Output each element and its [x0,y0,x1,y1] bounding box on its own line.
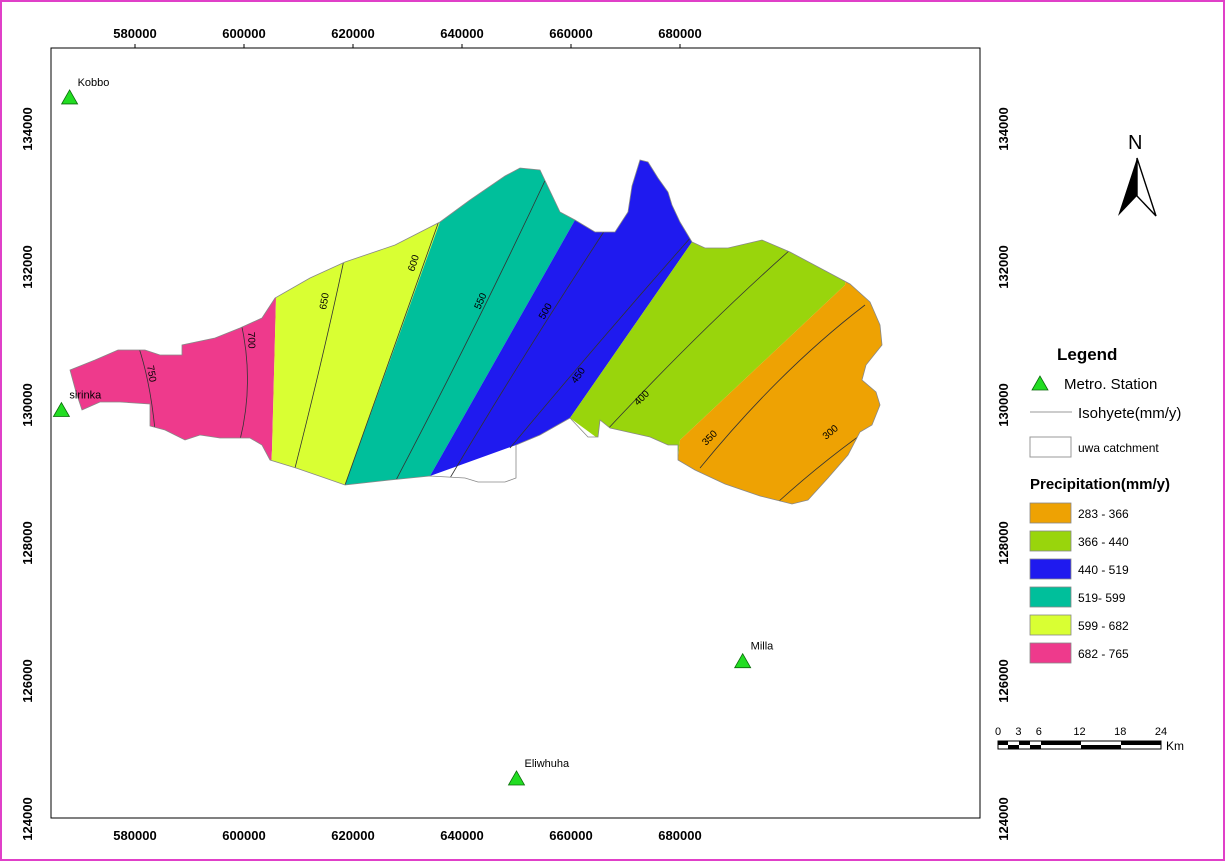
y-tick-label-left: 126000 [20,659,35,702]
legend-item-label: 682 - 765 [1078,647,1129,661]
legend-swatch [1029,530,1072,552]
y-tick-label-right: 128000 [996,521,1011,564]
y-tick-label-left: 134000 [20,107,35,150]
x-tick-label-top: 640000 [440,26,483,41]
legend-title: Legend [1057,345,1117,364]
y-tick-label-right: 134000 [996,107,1011,150]
station-label: Kobbo [78,77,110,89]
scale-tick-label: 12 [1073,726,1085,738]
legend-catchment-label: uwa catchment [1078,441,1159,455]
station-kobbo: Kobbo [60,77,110,105]
zone-519-599 [345,160,575,485]
legend-swatch [1029,614,1072,636]
y-tick-label-left: 124000 [20,797,35,840]
y-tick-label-right: 124000 [996,797,1011,840]
north-arrow-right [1136,157,1157,217]
isohyet-label: 700 [245,332,257,349]
legend-item-label: 283 - 366 [1078,507,1129,521]
station-label: sirinka [69,390,102,402]
station-milla: Milla [733,641,774,669]
isohyet-600 [344,217,441,486]
legend-item: 283 - 366 [1029,502,1129,524]
legend-swatch [1029,558,1072,580]
legend-item-label: 519- 599 [1078,591,1126,605]
station-label: Milla [751,641,774,653]
legend-item: 366 - 440 [1029,530,1129,552]
legend-item: 682 - 765 [1029,642,1129,664]
y-tick-label-right: 126000 [996,659,1011,702]
x-tick-label-bottom: 600000 [222,828,265,843]
station-triangle-icon [60,89,79,105]
x-tick-label-bottom: 580000 [113,828,156,843]
legend-swatch [1029,586,1072,608]
legend-item: 440 - 519 [1029,558,1129,580]
station-triangle-icon [733,652,752,669]
legend-isohyete-label: Isohyete(mm/y) [1078,405,1181,422]
isohyet-label: 600 [406,253,422,273]
y-tick-label-right: 132000 [996,245,1011,288]
scale-tick-label: 0 [995,726,1001,738]
scale-tick-label: 18 [1114,726,1126,738]
legend-item: 519- 599 [1029,586,1126,608]
isohyet-350 [699,304,866,469]
station-layer: Kobbo sirinka Milla Eliwhuha [52,77,774,786]
isohyet-label: 650 [318,292,332,311]
legend: Legend Metro. Station Isohyete(mm/y) uwa… [1029,345,1181,664]
x-ticks-top: 580000 600000 620000 640000 660000 680000 [113,26,702,48]
y-ticks-right: 124000 126000 128000 130000 132000 134000 [996,107,1011,840]
scale-unit: Km [1166,739,1184,753]
x-tick-label-bottom: 620000 [331,828,374,843]
x-tick-label-bottom: 640000 [440,828,483,843]
scale-tick-label: 24 [1155,726,1167,738]
scale-bar-blocks [997,740,1162,750]
x-tick-label-bottom: 660000 [549,828,592,843]
legend-catchment-swatch [1029,436,1072,458]
y-tick-label-right: 130000 [996,383,1011,426]
north-arrow-icon: N [1118,132,1157,217]
scale-tick-label: 6 [1036,726,1042,738]
legend-item-label: 440 - 519 [1078,563,1129,577]
station-triangle-icon [507,770,526,786]
x-tick-label-top: 580000 [113,26,156,41]
legend-precip-title: Precipitation(mm/y) [1030,476,1170,493]
legend-swatch [1029,502,1072,524]
north-arrow-left [1118,158,1137,216]
legend-item-label: 366 - 440 [1078,535,1129,549]
isohyet-650 [294,254,346,469]
legend-swatch [1029,642,1072,664]
isohyet-label: 750 [144,365,158,384]
y-ticks-left: 124000 126000 128000 130000 132000 134000 [20,107,35,840]
legend-precip-items: 283 - 366 366 - 440 440 - 519 519- 599 599 -… [1029,502,1129,664]
x-tick-label-top: 660000 [549,26,592,41]
x-tick-label-bottom: 680000 [658,828,701,843]
isohyet-700 [239,317,248,441]
isohyet-750 [137,344,156,431]
station-sirinka: sirinka [52,390,102,417]
legend-station-label: Metro. Station [1064,376,1157,393]
legend-item-label: 599 - 682 [1078,619,1129,633]
north-label: N [1128,132,1142,154]
x-tick-label-top: 680000 [658,26,701,41]
zone-283-366 [678,160,882,504]
scale-bar: 0 3 6 12 18 24 Km [995,726,1184,753]
x-ticks-bottom: 580000 600000 620000 640000 660000 680000 [113,828,701,843]
isohyet-450 [509,235,693,449]
isohyet-500 [449,229,606,479]
y-tick-label-left: 132000 [20,245,35,288]
legend-station-icon [1031,375,1049,391]
isohyet-550 [394,169,551,483]
scale-ticks: 0 3 6 12 18 24 [995,726,1167,738]
y-tick-label-left: 130000 [20,383,35,426]
legend-item: 599 - 682 [1029,614,1129,636]
x-tick-label-top: 620000 [331,26,374,41]
station-eliwhuha: Eliwhuha [507,758,571,786]
y-tick-label-left: 128000 [20,521,35,564]
x-tick-label-top: 600000 [222,26,265,41]
station-triangle-icon [52,401,71,417]
zone-440-519 [430,160,700,476]
scale-tick-label: 3 [1015,726,1021,738]
isohyet-400 [604,249,791,433]
station-label: Eliwhuha [525,758,571,770]
